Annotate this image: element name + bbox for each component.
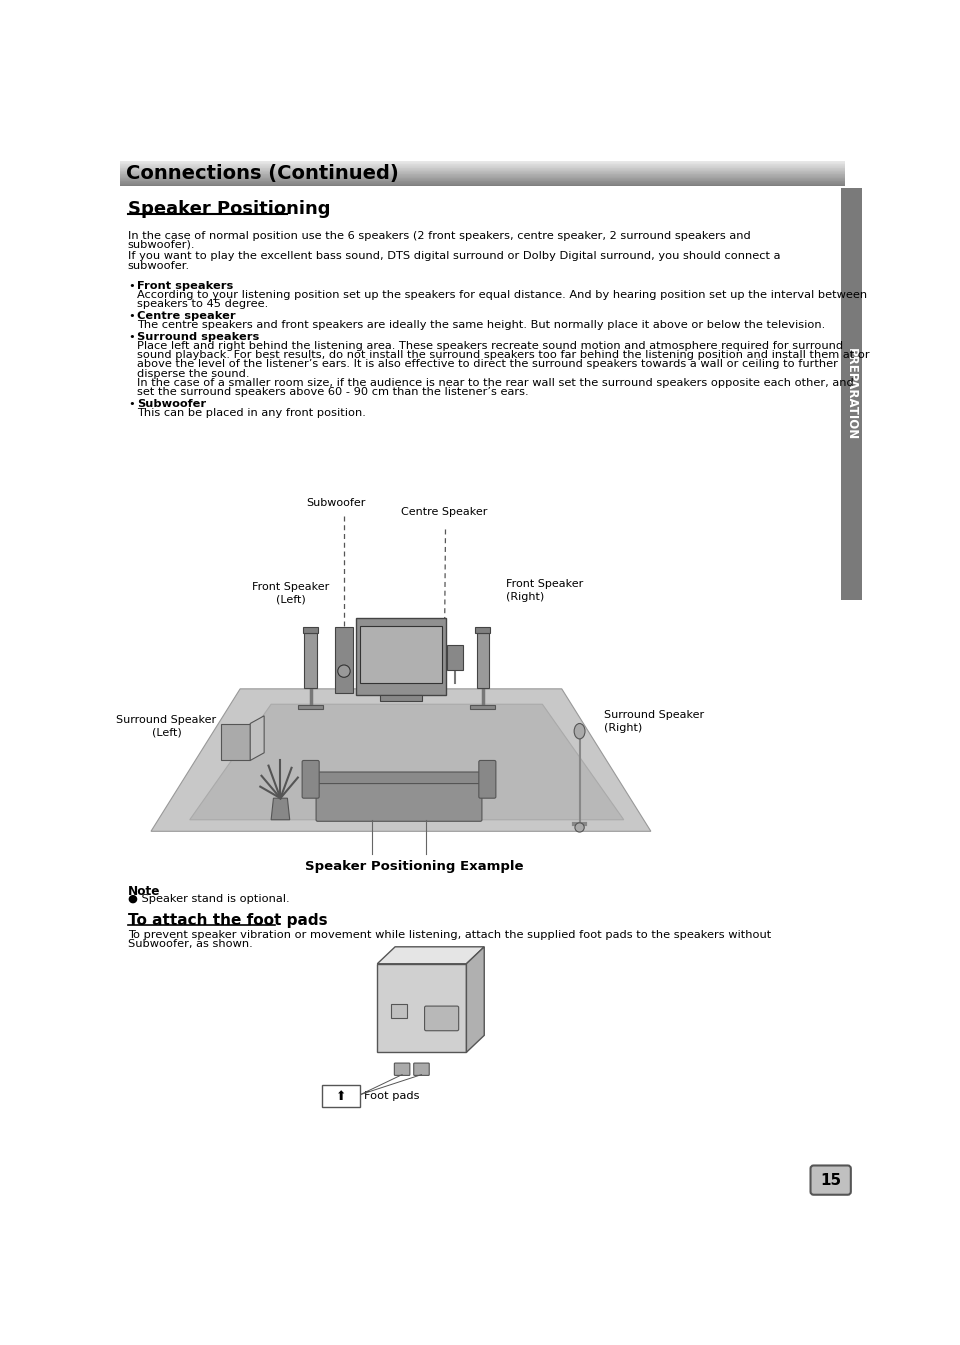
FancyBboxPatch shape <box>316 772 482 798</box>
FancyBboxPatch shape <box>810 1166 851 1194</box>
Text: Subwoofer: Subwoofer <box>137 398 206 409</box>
Polygon shape <box>151 689 651 831</box>
FancyBboxPatch shape <box>316 784 482 822</box>
Polygon shape <box>271 798 290 819</box>
Circle shape <box>575 823 585 833</box>
Text: Note: Note <box>128 885 160 898</box>
Text: Front speakers: Front speakers <box>137 281 233 291</box>
Text: •: • <box>128 281 134 291</box>
Bar <box>322 1085 360 1107</box>
Bar <box>841 188 862 600</box>
Text: Centre Speaker: Centre Speaker <box>400 507 487 516</box>
FancyBboxPatch shape <box>424 1006 459 1030</box>
Text: Surround speakers: Surround speakers <box>137 332 259 342</box>
Text: The centre speakers and front speakers are ideally the same height. But normally: The centre speakers and front speakers a… <box>137 320 826 330</box>
Bar <box>377 964 467 1052</box>
Text: 15: 15 <box>820 1173 841 1188</box>
FancyBboxPatch shape <box>414 1063 429 1076</box>
Text: In the case of normal position use the 6 speakers (2 front speakers, centre spea: In the case of normal position use the 6… <box>128 231 751 241</box>
Text: Subwoofer, as shown.: Subwoofer, as shown. <box>128 939 252 950</box>
Bar <box>476 632 489 689</box>
Polygon shape <box>251 716 264 760</box>
Bar <box>221 724 251 760</box>
Polygon shape <box>190 705 624 819</box>
Text: This can be placed in any front position.: This can be placed in any front position… <box>137 408 366 418</box>
Bar <box>299 705 324 709</box>
Text: disperse the sound.: disperse the sound. <box>137 369 250 378</box>
FancyBboxPatch shape <box>302 760 319 798</box>
Text: If you want to play the excellent bass sound, DTS digital surround or Dolby Digi: If you want to play the excellent bass s… <box>128 252 780 261</box>
Text: To prevent speaker vibration or movement while listening, attach the supplied fo: To prevent speaker vibration or movement… <box>128 929 771 940</box>
Text: Speaker Positioning: Speaker Positioning <box>128 200 330 218</box>
Polygon shape <box>467 947 484 1052</box>
Text: Centre speaker: Centre speaker <box>137 311 235 320</box>
Text: Subwoofer: Subwoofer <box>306 498 365 508</box>
Bar <box>304 632 317 689</box>
Text: Surround Speaker
(Right): Surround Speaker (Right) <box>605 710 705 733</box>
Bar <box>447 646 463 670</box>
Text: •: • <box>128 332 134 342</box>
Text: Connections (Continued): Connections (Continued) <box>126 164 399 183</box>
Text: According to your listening position set up the speakers for equal distance. And: According to your listening position set… <box>137 291 867 300</box>
Bar <box>392 1003 407 1018</box>
Text: Speaker Positioning Example: Speaker Positioning Example <box>305 859 524 873</box>
Text: Front Speaker
(Left): Front Speaker (Left) <box>252 582 329 604</box>
Ellipse shape <box>574 724 585 738</box>
Bar <box>379 695 422 701</box>
Bar <box>335 627 352 693</box>
FancyBboxPatch shape <box>479 760 496 798</box>
Bar <box>303 627 319 632</box>
Text: speakers to 45 degree.: speakers to 45 degree. <box>137 299 268 309</box>
Polygon shape <box>377 947 484 964</box>
FancyBboxPatch shape <box>395 1063 410 1076</box>
Text: •: • <box>128 311 134 320</box>
Text: In the case of a smaller room size, if the audience is near to the rear wall set: In the case of a smaller room size, if t… <box>137 378 853 387</box>
Text: •: • <box>128 398 134 409</box>
Text: subwoofer).: subwoofer). <box>128 239 195 250</box>
Text: subwoofer.: subwoofer. <box>128 261 190 270</box>
Text: set the surround speakers above 60 - 90 cm than the listener’s ears.: set the surround speakers above 60 - 90 … <box>137 387 529 397</box>
Text: ● Speaker stand is optional.: ● Speaker stand is optional. <box>128 894 289 904</box>
Bar <box>470 705 495 709</box>
Text: PREPARATION: PREPARATION <box>845 348 858 440</box>
Circle shape <box>338 664 350 678</box>
Text: Place left and right behind the listening area. These speakers recreate sound mo: Place left and right behind the listenin… <box>137 340 843 351</box>
Bar <box>475 627 491 632</box>
Text: Foot pads: Foot pads <box>364 1091 420 1102</box>
Text: above the level of the listener’s ears. It is also effective to direct the surro: above the level of the listener’s ears. … <box>137 359 838 370</box>
Text: Surround Speaker
(Left): Surround Speaker (Left) <box>116 716 217 737</box>
FancyBboxPatch shape <box>360 625 442 683</box>
FancyBboxPatch shape <box>356 617 445 695</box>
Text: Front Speaker
(Right): Front Speaker (Right) <box>506 580 584 601</box>
Text: sound playback. For best results, do not install the surround speakers too far b: sound playback. For best results, do not… <box>137 350 870 360</box>
Text: To attach the foot pads: To attach the foot pads <box>128 913 327 928</box>
Text: ⬆: ⬆ <box>336 1089 347 1103</box>
